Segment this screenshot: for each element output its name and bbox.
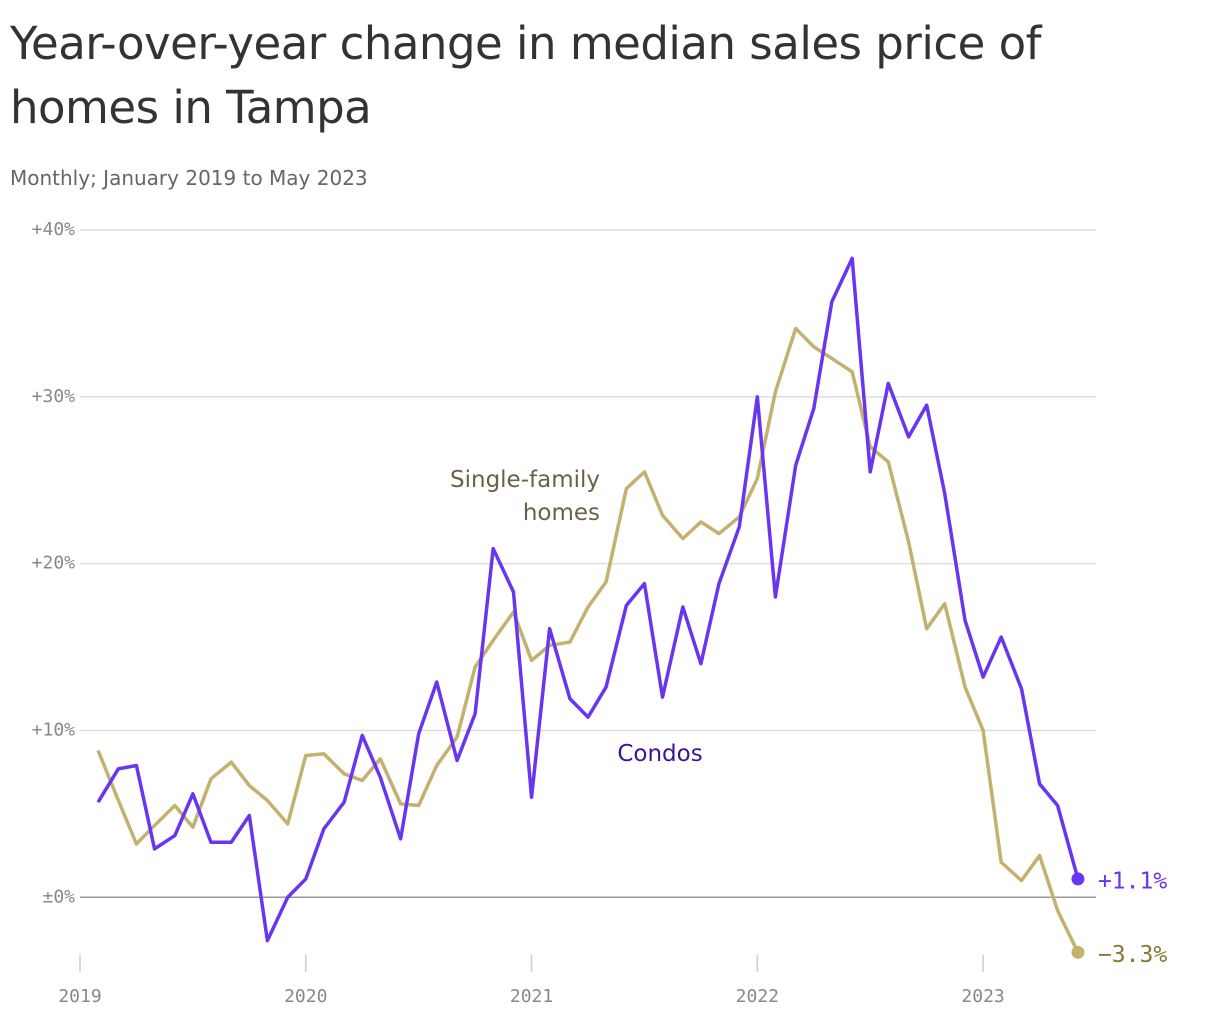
x-tick-label: 2020 (284, 986, 327, 1007)
chart-title: Year-over-year change in median sales pr… (10, 17, 1041, 134)
chart-subtitle: Monthly; January 2019 to May 2023 (10, 166, 368, 190)
series-annotation: Single-family homes (450, 467, 600, 526)
y-tick-label: +30% (32, 386, 76, 407)
series-line (96, 256, 1080, 943)
series-annotation: Condos (617, 741, 703, 767)
y-tick-label: ±0% (42, 886, 75, 907)
series-line (96, 326, 1080, 954)
x-tick-label: 2019 (58, 986, 101, 1007)
end-point (1071, 872, 1085, 886)
end-point (1071, 945, 1085, 959)
y-tick-label: +20% (32, 553, 76, 574)
x-tick-label: 2023 (961, 986, 1004, 1007)
end-label: −3.3% (1098, 942, 1167, 968)
x-tick-label: 2021 (510, 986, 553, 1007)
end-label: +1.1% (1098, 868, 1167, 894)
x-tick-label: 2022 (736, 986, 779, 1007)
y-tick-label: +40% (32, 219, 76, 240)
y-tick-label: +10% (32, 719, 76, 740)
